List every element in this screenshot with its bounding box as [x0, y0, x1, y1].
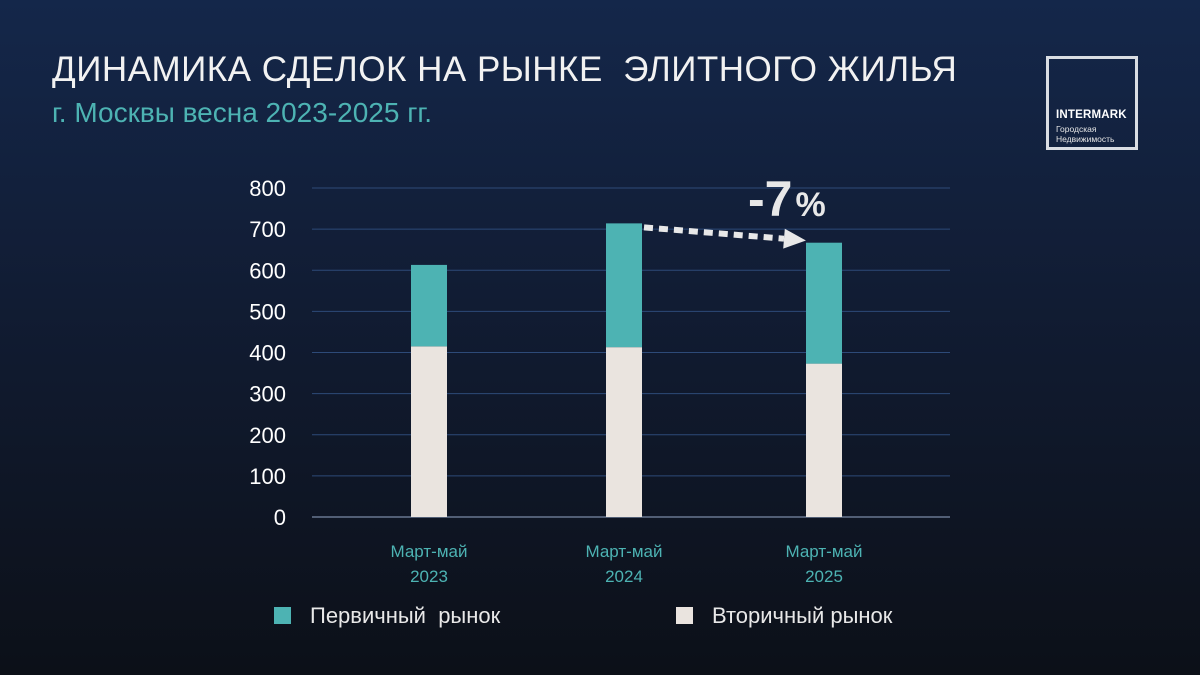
x-axis-label: Март-май	[586, 542, 663, 561]
y-tick-label: 0	[274, 505, 286, 530]
legend-label-secondary: Вторичный рынок	[712, 603, 893, 628]
bar-secondary-market-1	[411, 346, 447, 517]
y-tick-label: 300	[249, 382, 286, 407]
chart-bars	[411, 223, 842, 517]
logo-tagline: Городская Недвижимость	[1056, 124, 1115, 144]
y-tick-label: 600	[249, 258, 286, 283]
bar-primary-market-1	[411, 264, 447, 347]
change-annotation-percent: %	[795, 186, 825, 224]
logo-brand: INTERMARK	[1056, 109, 1127, 121]
y-tick-label: 400	[249, 341, 286, 366]
y-axis-ticks: 0 100 200 300 400 500 600 700 800	[249, 176, 286, 530]
x-axis-label: 2024	[605, 567, 643, 586]
bar-primary-market-2	[606, 223, 642, 348]
x-axis-label: Март-май	[391, 542, 468, 561]
change-annotation-number: -7	[748, 171, 792, 227]
y-tick-label: 700	[249, 217, 286, 242]
bar-secondary-market-3	[806, 363, 842, 517]
x-axis-labels: Март-май 2023 Март-май 2024 Март-май 2025	[391, 542, 863, 586]
intermark-logo: INTERMARK Городская Недвижимость	[1046, 56, 1138, 150]
change-arrow	[643, 224, 806, 249]
page-subtitle: г. Москвы весна 2023-2025 гг.	[52, 97, 433, 128]
legend-label-primary: Первичный рынок	[310, 603, 501, 628]
legend-swatch-primary	[274, 607, 291, 624]
change-arrow-head	[783, 228, 806, 249]
bar-secondary-market-2	[606, 347, 642, 517]
y-tick-label: 800	[249, 176, 286, 201]
bar-primary-market-3	[806, 242, 842, 364]
page-title: ДИНАМИКА СДЕЛОК НА РЫНКЕ ЭЛИТНОГО ЖИЛЬЯ	[52, 50, 958, 89]
legend-swatch-secondary	[676, 607, 693, 624]
y-tick-label: 500	[249, 299, 286, 324]
x-axis-label: Март-май	[786, 542, 863, 561]
x-axis-label: 2023	[410, 567, 448, 586]
change-arrow-line	[643, 224, 785, 242]
change-annotation: -7%	[748, 171, 826, 227]
y-tick-label: 200	[249, 423, 286, 448]
x-axis-label: 2025	[805, 567, 843, 586]
y-tick-label: 100	[249, 464, 286, 489]
